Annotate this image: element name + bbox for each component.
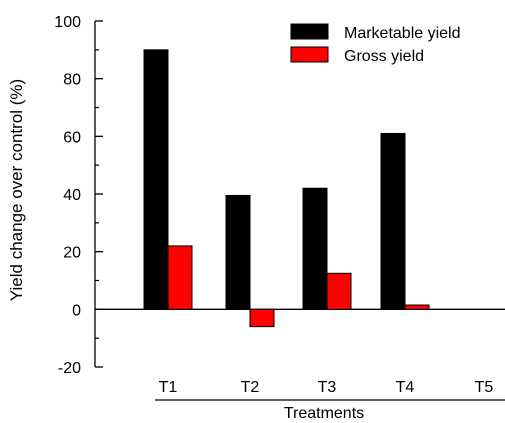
bar-marketable-T3 [302, 187, 328, 310]
legend: Marketable yield Gross yield [290, 23, 461, 65]
y-tick-label: 20 [63, 245, 81, 262]
x-axis-label: Treatments [284, 405, 364, 422]
legend-swatch-gross [290, 46, 329, 63]
y-tick-label: 0 [72, 302, 81, 319]
y-axis-label: Yield change over control (%) [7, 79, 26, 301]
bar-marketable-T2 [225, 194, 251, 310]
bar-gross-T1 [167, 245, 193, 310]
legend-label-gross: Gross yield [344, 48, 424, 65]
axes: -20 0 20 40 60 80 100 T1 T2 T3 T4 T5 [54, 14, 505, 401]
x-tick-label: T5 [475, 379, 494, 396]
bar-gross-T2 [249, 308, 275, 328]
y-tick-label: 80 [63, 72, 81, 89]
y-tick-label: 60 [63, 129, 81, 146]
y-tick-label: 40 [63, 187, 81, 204]
bars [143, 49, 430, 328]
bar-marketable-T1 [143, 49, 169, 310]
x-tick-label: T3 [318, 379, 337, 396]
x-tick-label: T1 [159, 379, 178, 396]
bar-gross-T3 [326, 272, 352, 310]
legend-label-marketable: Marketable yield [344, 25, 461, 42]
bar-gross-T4 [404, 304, 430, 310]
y-tick-label: -20 [58, 360, 81, 377]
bar-marketable-T4 [380, 132, 406, 310]
x-tick-label: T4 [396, 379, 415, 396]
x-tick-label: T2 [241, 379, 260, 396]
legend-swatch-marketable [290, 23, 329, 40]
y-tick-label: 100 [54, 14, 81, 31]
